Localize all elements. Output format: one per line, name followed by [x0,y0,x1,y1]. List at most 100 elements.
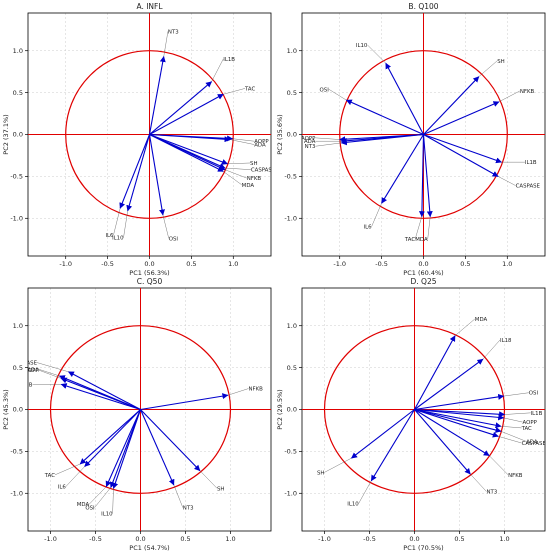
loading-vector-tac: TAC [404,134,425,243]
vector-label: SH [317,470,324,476]
x-tick-label: -1.0 [59,260,72,268]
label-leader-line [454,318,475,336]
x-tick-label: 0.0 [418,260,428,268]
vector-label: IL6 [58,485,67,491]
loading-arrow [149,81,212,135]
panel-1: -1.0 -0.5 0.0 0.5 1.0 -1.0 -0.5 0.0 0.5 1.0 B. Q10… [276,2,546,277]
correlation-circle [49,325,232,494]
y-tick-label: -0.5 [284,448,297,456]
label-leader-line [482,339,501,360]
y-tick-label: 0.5 [13,89,23,97]
y-tick-label: 0.0 [13,131,23,139]
y-axis-label: PC2 (35.6%) [276,114,284,154]
x-tick-label: 0.0 [144,260,154,268]
loading-arrow [414,408,506,418]
y-tick-label: -0.5 [10,173,23,181]
label-leader-line [173,484,183,508]
label-leader-line [498,436,522,444]
x-tick-label: 1.0 [499,535,509,543]
loading-vector-il6: IL6 [58,409,141,491]
loading-vector-tac: TAC [149,86,255,135]
label-leader-line [224,167,251,170]
loading-vector-aopp: AOPP [28,368,141,411]
loading-arrow [385,62,424,135]
y-tick-label: 1.0 [287,47,297,55]
loading-arrow [423,133,502,164]
loading-vector-tac: TAC [44,409,141,479]
y-tick-label: 1.0 [13,322,23,330]
vector-label: IL1B [531,411,543,417]
vector-label: IL6 [105,233,114,239]
loading-vector-sh: SH [423,59,505,135]
loading-vector-osi: OSI [414,391,538,411]
y-axis-label: PC2 (45.3%) [2,389,10,429]
label-leader-line [227,388,249,396]
vector-label: MDA [415,237,428,243]
vector-label: NT3 [168,29,179,35]
vector-label: CASPASE [522,441,547,447]
loading-vector-mda: MDA [414,317,488,410]
loading-arrow [105,409,142,488]
x-tick-label: -1.0 [44,535,57,543]
label-leader-line [89,486,107,505]
label-leader-line [358,480,372,504]
vector-label: MDA [475,317,488,323]
loading-arrow [139,409,175,486]
loading-vector-osi: OSI [85,409,142,512]
loading-arrow [414,408,502,433]
label-leader-line [199,470,218,489]
loading-vector-nfkb: NFKB [423,89,535,136]
vector-label: CASPASE [251,168,276,174]
vector-label: IL18 [500,338,512,344]
label-leader-line [113,208,121,236]
vector-label: NFKB [247,176,262,182]
x-tick-label: 1.0 [228,260,238,268]
label-leader-line [232,138,255,142]
loading-vector-nt3: NT3 [148,29,179,135]
y-axis-label: PC2 (37.1%) [2,114,10,154]
x-tick-label: 0.5 [180,535,190,543]
label-leader-line [223,171,242,185]
vector-label: AOPP [254,139,269,145]
label-leader-line [229,139,255,145]
loading-arrow [67,371,141,410]
x-axis-label: PC1 (60.4%) [403,269,443,277]
label-leader-line [315,137,340,140]
panel-3: -1.0 -0.5 0.0 0.5 1.0 -1.0 -0.5 0.0 0.5 1.0 D. Q25… [276,277,546,552]
vector-label: TAC [244,86,255,92]
loading-vector-nt3: NT3 [139,409,194,512]
label-leader-line [371,203,382,227]
loading-vector-caspase: CASPASE [28,361,141,410]
label-leader-line [414,216,423,240]
loading-vector-sh: SH [149,133,258,167]
loading-arrow [140,393,229,411]
x-tick-label: -1.0 [318,535,331,543]
vector-label: ADA [254,143,266,149]
label-leader-line [504,412,531,415]
vector-label: IL10 [101,511,113,517]
loading-arrow [149,93,224,135]
loading-vector-il1b: IL1B [28,382,141,411]
x-tick-label: -1.0 [333,260,346,268]
loading-vector-il10: IL10 [356,43,424,135]
loading-arrow [84,409,141,467]
label-leader-line [498,90,520,102]
y-tick-label: 0.5 [287,364,297,372]
label-leader-line [223,88,246,95]
y-tick-label: -1.0 [284,489,297,497]
vector-label: SH [250,161,257,167]
loading-arrow [370,409,415,482]
loading-arrow [119,134,151,209]
vector-label: IL1B [525,160,537,166]
x-tick-label: 0.0 [135,535,145,543]
loading-arrow [79,409,141,465]
label-leader-line [123,210,128,238]
label-leader-line [38,369,60,377]
y-tick-label: -0.5 [284,173,297,181]
x-tick-label: 1.0 [225,535,235,543]
vector-label: AOPP [523,420,538,426]
label-leader-line [211,58,224,82]
loading-vector-osi: OSI [320,87,424,136]
